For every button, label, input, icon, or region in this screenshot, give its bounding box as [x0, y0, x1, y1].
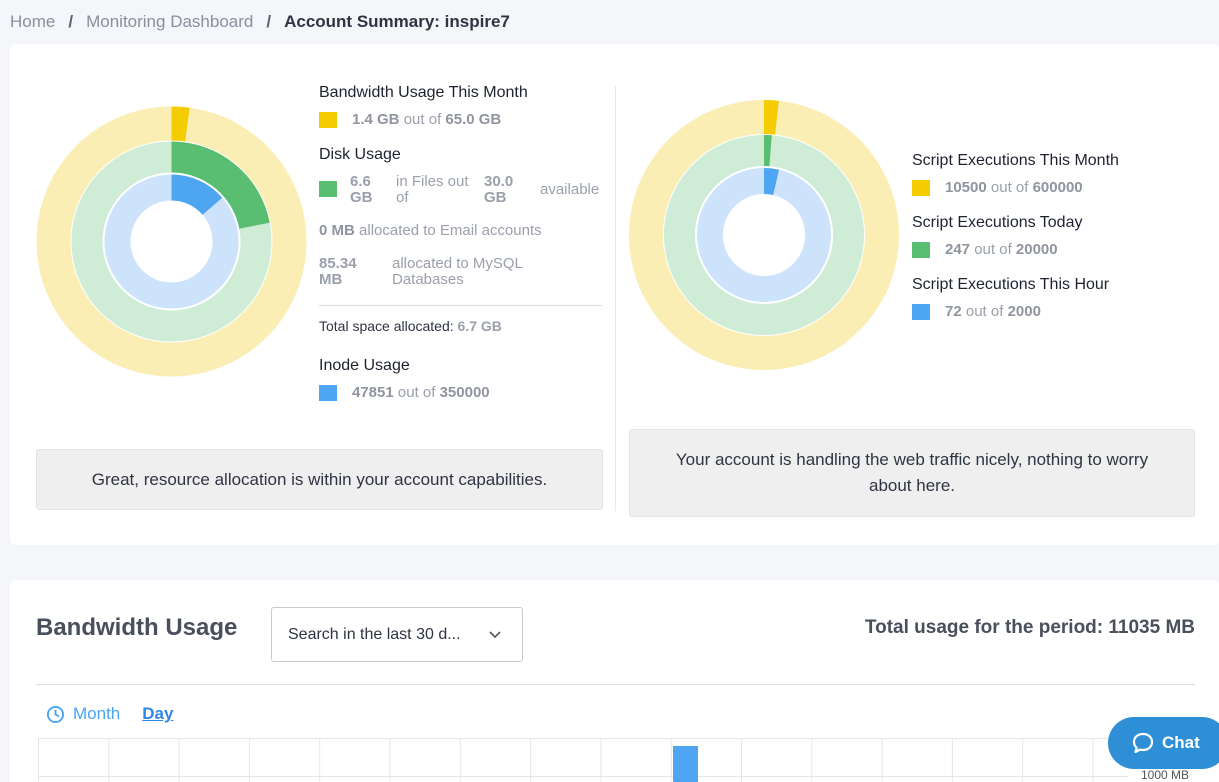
total-usage-period: Total usage for the period: 11035 MB [864, 617, 1195, 638]
period-select-value: Search in the last 30 d... [288, 625, 461, 643]
inode-swatch [319, 385, 337, 401]
script-hour-track [697, 168, 832, 302]
disk-total: 30.0 GB [484, 173, 514, 206]
script-month-swatch [912, 180, 930, 196]
period-select[interactable]: Search in the last 30 d... [271, 607, 523, 662]
mysql-amount: 85.34 MB [319, 255, 357, 288]
disk-available-text: available [540, 181, 600, 198]
bandwidth-bar[interactable] [673, 746, 698, 782]
bandwidth-usage-value: 1.4 GB out of 65.0 GB [352, 111, 502, 128]
chevron-down-icon [489, 631, 501, 639]
bandwidth-arc [171, 106, 190, 142]
period-tabs: Month Day [46, 704, 173, 724]
breadcrumb-separator: / [68, 12, 74, 31]
resource-status-message: Great, resource allocation is within you… [36, 449, 603, 510]
y-axis-label: 1000 MB [1130, 768, 1200, 782]
bandwidth-chart-grid [38, 738, 1128, 782]
disk-files-text: in Files out of [396, 173, 469, 206]
email-allocation: 0 MB allocated to Email accounts [319, 222, 542, 239]
script-today-value: 247 out of 20000 [945, 241, 1058, 258]
divider [36, 684, 1195, 685]
script-month-title: Script Executions This Month [912, 152, 1119, 169]
bandwidth-usage-card [10, 580, 1219, 782]
chat-bubble-icon [1132, 732, 1154, 754]
inode-usage-title: Inode Usage [319, 357, 410, 374]
tab-day[interactable]: Day [142, 704, 174, 723]
bandwidth-usage-title: Bandwidth Usage This Month [319, 84, 528, 101]
total-space-allocated: Total space allocated: 6.7 GB [319, 318, 502, 334]
tab-month[interactable]: Month [73, 704, 121, 723]
disk-swatch [319, 181, 337, 197]
script-month-arc [764, 100, 779, 135]
script-hour-swatch [912, 304, 930, 320]
chat-button[interactable]: Chat [1108, 717, 1219, 769]
column-divider [615, 86, 616, 511]
chat-label: Chat [1162, 733, 1200, 752]
breadcrumb-current: Account Summary: inspire7 [284, 12, 510, 31]
disk-used: 6.6 GB [350, 173, 373, 206]
script-today-track [663, 135, 864, 335]
disk-usage-title: Disk Usage [319, 146, 401, 163]
script-today-arc [764, 135, 772, 167]
breadcrumb-separator: / [266, 12, 272, 31]
inode-usage-value: 47851 out of 350000 [352, 384, 490, 401]
script-hour-title: Script Executions This Hour [912, 276, 1110, 293]
script-executions-donut [629, 100, 899, 370]
disk-arc [171, 141, 270, 229]
script-hour-arc [764, 168, 780, 196]
breadcrumb: Home / Monitoring Dashboard / Account Su… [10, 12, 510, 32]
mysql-text: allocated to MySQL Databases [392, 255, 523, 288]
script-month-value: 10500 out of 600000 [945, 179, 1083, 196]
bandwidth-swatch [319, 112, 337, 128]
resource-usage-donut [36, 106, 307, 377]
script-hour-value: 72 out of 2000 [945, 303, 1041, 320]
inode-arc [171, 174, 223, 215]
clock-icon [46, 705, 65, 723]
script-today-swatch [912, 242, 930, 258]
breadcrumb-home[interactable]: Home [10, 12, 56, 31]
divider [319, 305, 602, 306]
script-today-title: Script Executions Today [912, 214, 1083, 231]
breadcrumb-monitoring-dashboard[interactable]: Monitoring Dashboard [86, 12, 254, 31]
bandwidth-usage-heading: Bandwidth Usage [36, 614, 238, 641]
traffic-status-message: Your account is handling the web traffic… [629, 429, 1195, 517]
